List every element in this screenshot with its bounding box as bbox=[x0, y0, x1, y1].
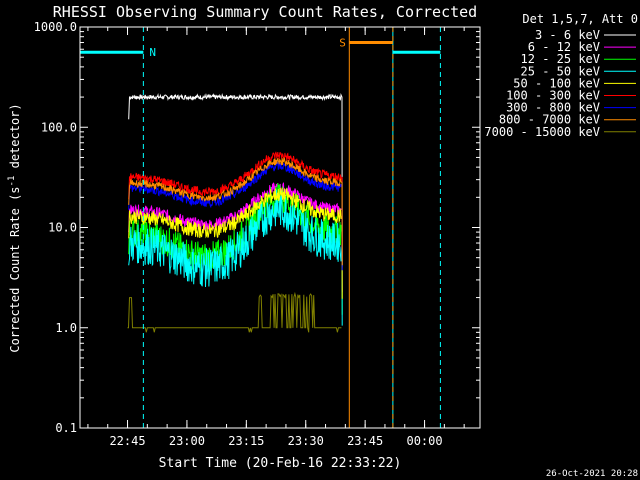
legend-label: 50 - 100 keV bbox=[513, 76, 600, 90]
plot-frame bbox=[79, 26, 481, 429]
x-tick-label: 22:45 bbox=[109, 434, 145, 448]
series-line bbox=[128, 189, 343, 326]
x-tick-label: 23:30 bbox=[288, 434, 324, 448]
y-tick-label: 1000.0 bbox=[34, 20, 77, 34]
legend-label: 800 - 7000 keV bbox=[499, 113, 600, 127]
x-tick-label: 00:00 bbox=[406, 434, 442, 448]
series-line bbox=[128, 181, 343, 293]
legend-label: 3 - 6 keV bbox=[535, 28, 600, 42]
footer-date: 26-Oct-2021 20:28 bbox=[546, 469, 638, 479]
legend-label: 25 - 50 keV bbox=[521, 64, 600, 78]
x-tick-label: 23:15 bbox=[228, 434, 264, 448]
series-line bbox=[128, 93, 343, 268]
series-line bbox=[128, 187, 343, 299]
x-tick-label: 23:00 bbox=[169, 434, 205, 448]
flag-label: S bbox=[339, 37, 346, 50]
y-tick-label: 100.0 bbox=[41, 120, 77, 134]
legend-header: Det 1,5,7, Att 0 bbox=[522, 12, 638, 26]
series-line bbox=[128, 160, 343, 271]
y-tick-label: 0.1 bbox=[55, 421, 77, 435]
x-axis-label: Start Time (20-Feb-16 22:33:22) bbox=[159, 456, 402, 471]
y-tick-label: 10.0 bbox=[48, 221, 77, 235]
legend-label: 7000 - 15000 keV bbox=[484, 125, 600, 139]
legend-label: 100 - 300 keV bbox=[506, 89, 600, 103]
flag-label: N bbox=[149, 46, 156, 59]
y-tick-label: 1.0 bbox=[55, 321, 77, 335]
y-axis-label: Corrected Count Rate (s-1 detector) bbox=[7, 103, 22, 352]
series-line bbox=[127, 291, 342, 333]
legend-label: 6 - 12 keV bbox=[528, 40, 600, 54]
series-line bbox=[128, 157, 343, 266]
series-line bbox=[128, 151, 343, 260]
legend-label: 12 - 25 keV bbox=[521, 52, 600, 66]
legend-label: 300 - 800 keV bbox=[506, 101, 600, 115]
y-axis: 0.1 1.0 10.0 100.0 1000.0 bbox=[34, 20, 480, 435]
x-axis: 22:45 23:00 23:15 23:30 23:45 00:00 bbox=[87, 27, 465, 448]
chart-title: RHESSI Observing Summary Count Rates, Co… bbox=[53, 3, 477, 21]
x-tick-label: 23:45 bbox=[347, 434, 383, 448]
